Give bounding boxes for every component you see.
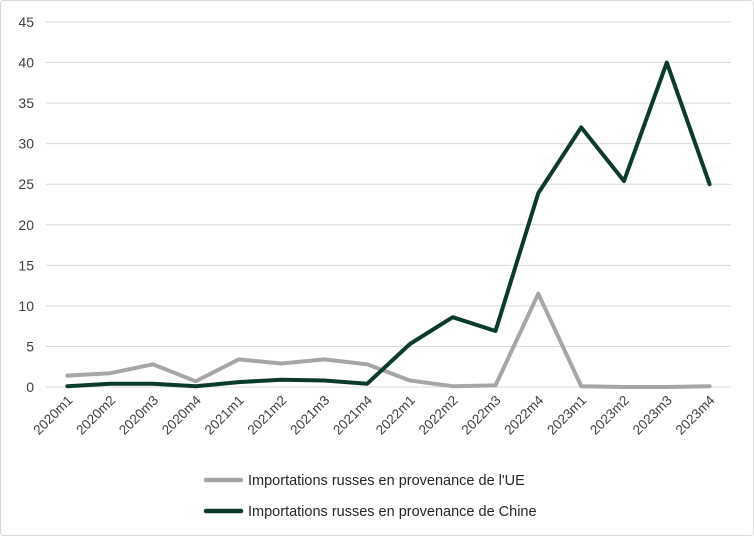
x-tick-label: 2020m3: [116, 393, 161, 438]
y-tick-label: 0: [26, 379, 34, 395]
y-tick-label: 5: [26, 338, 34, 354]
x-tick-label: 2022m3: [459, 393, 504, 438]
y-axis-ticks: 0 5 10 15 20 25 30 35 40 45: [18, 14, 34, 395]
x-tick-label: 2023m2: [587, 393, 632, 438]
x-tick-label: 2022m1: [373, 393, 418, 438]
x-tick-label: 2021m1: [202, 393, 247, 438]
x-tick-label: 2021m3: [287, 393, 332, 438]
gridlines: [46, 21, 731, 388]
legend: Importations russes en provenance de l'U…: [203, 473, 537, 520]
y-tick-label: 20: [18, 217, 34, 233]
x-tick-label: 2020m2: [73, 393, 118, 438]
x-tick-label: 2023m4: [673, 392, 718, 437]
y-tick-label: 15: [18, 257, 34, 273]
x-tick-label: 2022m2: [416, 393, 461, 438]
legend-label-eu: Importations russes en provenance de l'U…: [248, 473, 525, 489]
x-tick-label: 2023m1: [544, 393, 589, 438]
y-tick-label: 40: [18, 55, 34, 71]
y-tick-label: 45: [18, 14, 34, 30]
y-tick-label: 30: [18, 136, 34, 152]
series-lines: [65, 60, 712, 389]
x-axis-ticks: 2020m12020m22020m32020m42021m12021m22021…: [30, 392, 718, 437]
x-tick-label: 2021m4: [330, 392, 375, 437]
y-tick-label: 35: [18, 95, 34, 111]
y-tick-label: 25: [18, 176, 34, 192]
series-line-china: [65, 60, 712, 389]
x-tick-label: 2022m4: [501, 392, 546, 437]
series-line-eu: [65, 291, 712, 389]
x-tick-label: 2021m2: [244, 393, 289, 438]
legend-label-china: Importations russes en provenance de Chi…: [248, 504, 537, 520]
y-tick-label: 10: [18, 298, 34, 314]
x-tick-label: 2020m4: [159, 392, 204, 437]
x-tick-label: 2020m1: [30, 393, 75, 438]
x-tick-label: 2023m3: [630, 393, 675, 438]
